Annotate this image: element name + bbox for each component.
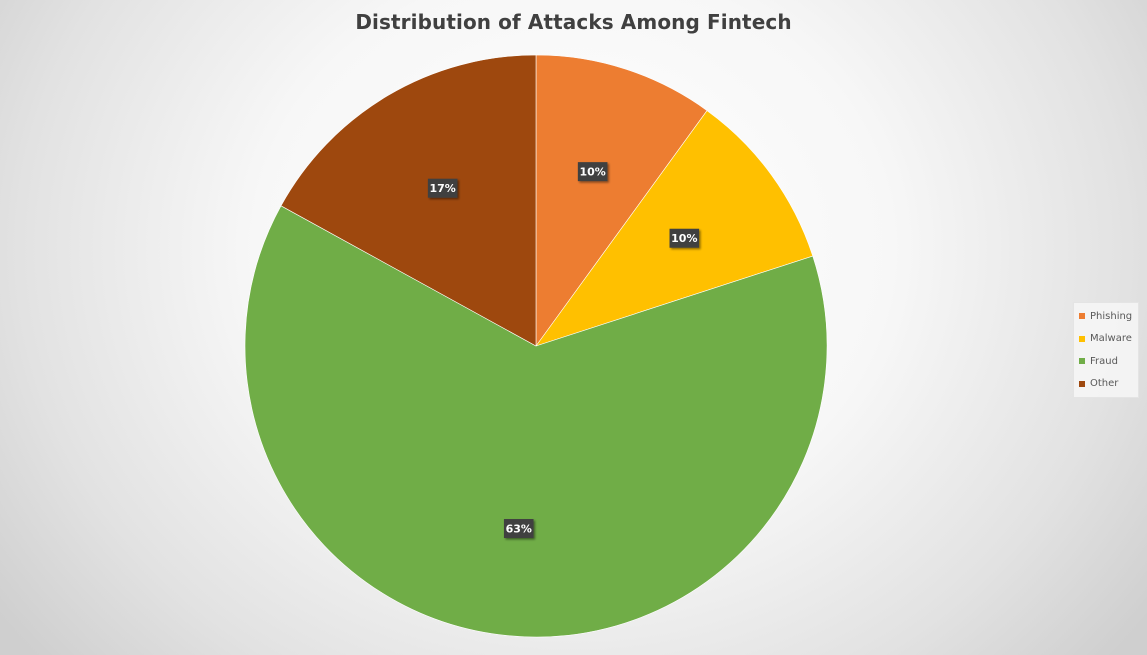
pie-slice-phishing: [535, 54, 708, 347]
data-label-box-phishing: [577, 162, 608, 182]
pie-slices: [244, 54, 828, 638]
data-label-text-fraud: 63%: [506, 523, 532, 536]
legend-item-fraud: Fraud: [1074, 350, 1138, 373]
legend-item-malware: Malware: [1074, 328, 1138, 351]
data-label-box-malware: [669, 228, 700, 248]
data-label-phishing: 10%: [577, 162, 608, 182]
data-label-text-phishing: 10%: [579, 166, 605, 179]
legend-label-phishing: Phishing: [1090, 310, 1133, 322]
data-label-fraud: 63%: [503, 519, 534, 539]
legend: Phishing Malware Fraud Other: [1073, 302, 1139, 398]
legend-swatch-phishing: [1079, 313, 1085, 320]
legend-label-other: Other: [1090, 378, 1119, 390]
data-label-box-other: [427, 178, 458, 198]
pie-slice-fraud: [244, 205, 828, 638]
data-label-malware: 10%: [669, 228, 700, 248]
data-label-other: 17%: [427, 178, 458, 198]
data-label-box-fraud: [503, 519, 534, 539]
legend-swatch-other: [1079, 380, 1085, 387]
legend-item-phishing: Phishing: [1074, 305, 1138, 328]
legend-label-fraud: Fraud: [1090, 355, 1118, 367]
pie-data-labels: 10% 10% 63% 17%: [427, 162, 700, 539]
pie-slice-other: [280, 54, 537, 347]
pie-slice-malware: [535, 110, 814, 347]
chart-title: Distribution of Attacks Among Fintech: [355, 10, 792, 34]
data-label-text-other: 17%: [430, 182, 456, 195]
legend-swatch-fraud: [1079, 358, 1085, 365]
legend-item-other: Other: [1074, 373, 1138, 396]
legend-swatch-malware: [1079, 335, 1085, 342]
legend-label-malware: Malware: [1090, 333, 1132, 345]
data-label-text-malware: 10%: [671, 232, 697, 245]
